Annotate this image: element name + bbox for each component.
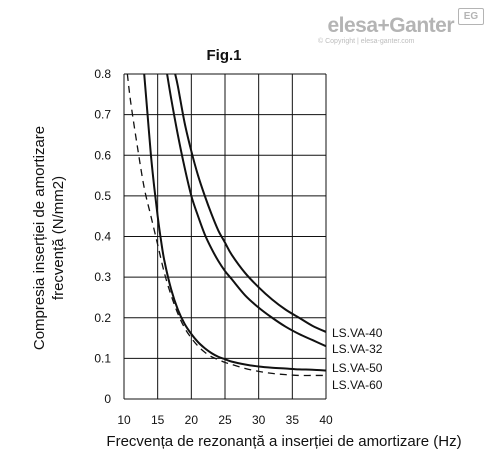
brand-name: elesa+Ganter bbox=[327, 14, 454, 37]
x-tick-labels: 10 15 20 25 30 35 40 bbox=[117, 413, 333, 427]
y-tick-label: 0.4 bbox=[94, 230, 111, 244]
y-axis-label-line-2: frecvență (N/mm2) bbox=[50, 176, 67, 300]
x-tick-label: 20 bbox=[185, 413, 199, 427]
legend-entry: LS.VA-32 bbox=[332, 342, 383, 356]
y-axis-label: Compresia inserției de amortizare frecve… bbox=[31, 126, 67, 350]
y-axis-label-line-1: Compresia inserției de amortizare bbox=[31, 126, 48, 350]
x-tick-label: 15 bbox=[151, 413, 165, 427]
brand-logo: elesa+Ganter EG © Copyright | elesa-gant… bbox=[318, 6, 484, 50]
copyright-text: © Copyright | elesa-ganter.com bbox=[318, 38, 415, 45]
x-tick-label: 35 bbox=[286, 413, 300, 427]
y-tick-label: 0.5 bbox=[94, 189, 111, 203]
curve-ls-va-50 bbox=[143, 74, 326, 372]
legend-entry: LS.VA-40 bbox=[332, 326, 383, 340]
x-tick-label: 30 bbox=[252, 413, 266, 427]
x-tick-label: 10 bbox=[117, 413, 131, 427]
y-tick-label: 0.8 bbox=[94, 67, 111, 81]
y-tick-label: 0 bbox=[104, 392, 111, 406]
curve-ls-va-60 bbox=[126, 74, 326, 377]
curve-ls-va-40 bbox=[174, 74, 326, 333]
y-tick-label: 0.7 bbox=[94, 108, 111, 122]
x-axis-label: Frecvența de rezonanță a inserției de am… bbox=[106, 433, 461, 450]
y-tick-labels: 0 0.1 0.2 0.3 0.4 0.5 0.6 0.7 0.8 bbox=[94, 67, 111, 406]
chart-grid bbox=[123, 73, 327, 400]
x-tick-label: 25 bbox=[218, 413, 232, 427]
y-tick-label: 0.1 bbox=[94, 351, 111, 365]
chart-legend: LS.VA-40 LS.VA-32 LS.VA-50 LS.VA-60 bbox=[332, 326, 383, 392]
legend-entry: LS.VA-50 bbox=[332, 361, 383, 375]
chart-title: Fig.1 bbox=[206, 47, 241, 64]
chart-curves bbox=[126, 74, 326, 377]
y-tick-label: 0.3 bbox=[94, 270, 111, 284]
curve-ls-va-32 bbox=[166, 74, 326, 348]
legend-entry: LS.VA-60 bbox=[332, 378, 383, 392]
y-tick-label: 0.2 bbox=[94, 311, 111, 325]
y-tick-label: 0.6 bbox=[94, 148, 111, 162]
brand-badge: EG bbox=[458, 8, 484, 25]
x-tick-label: 40 bbox=[319, 413, 333, 427]
